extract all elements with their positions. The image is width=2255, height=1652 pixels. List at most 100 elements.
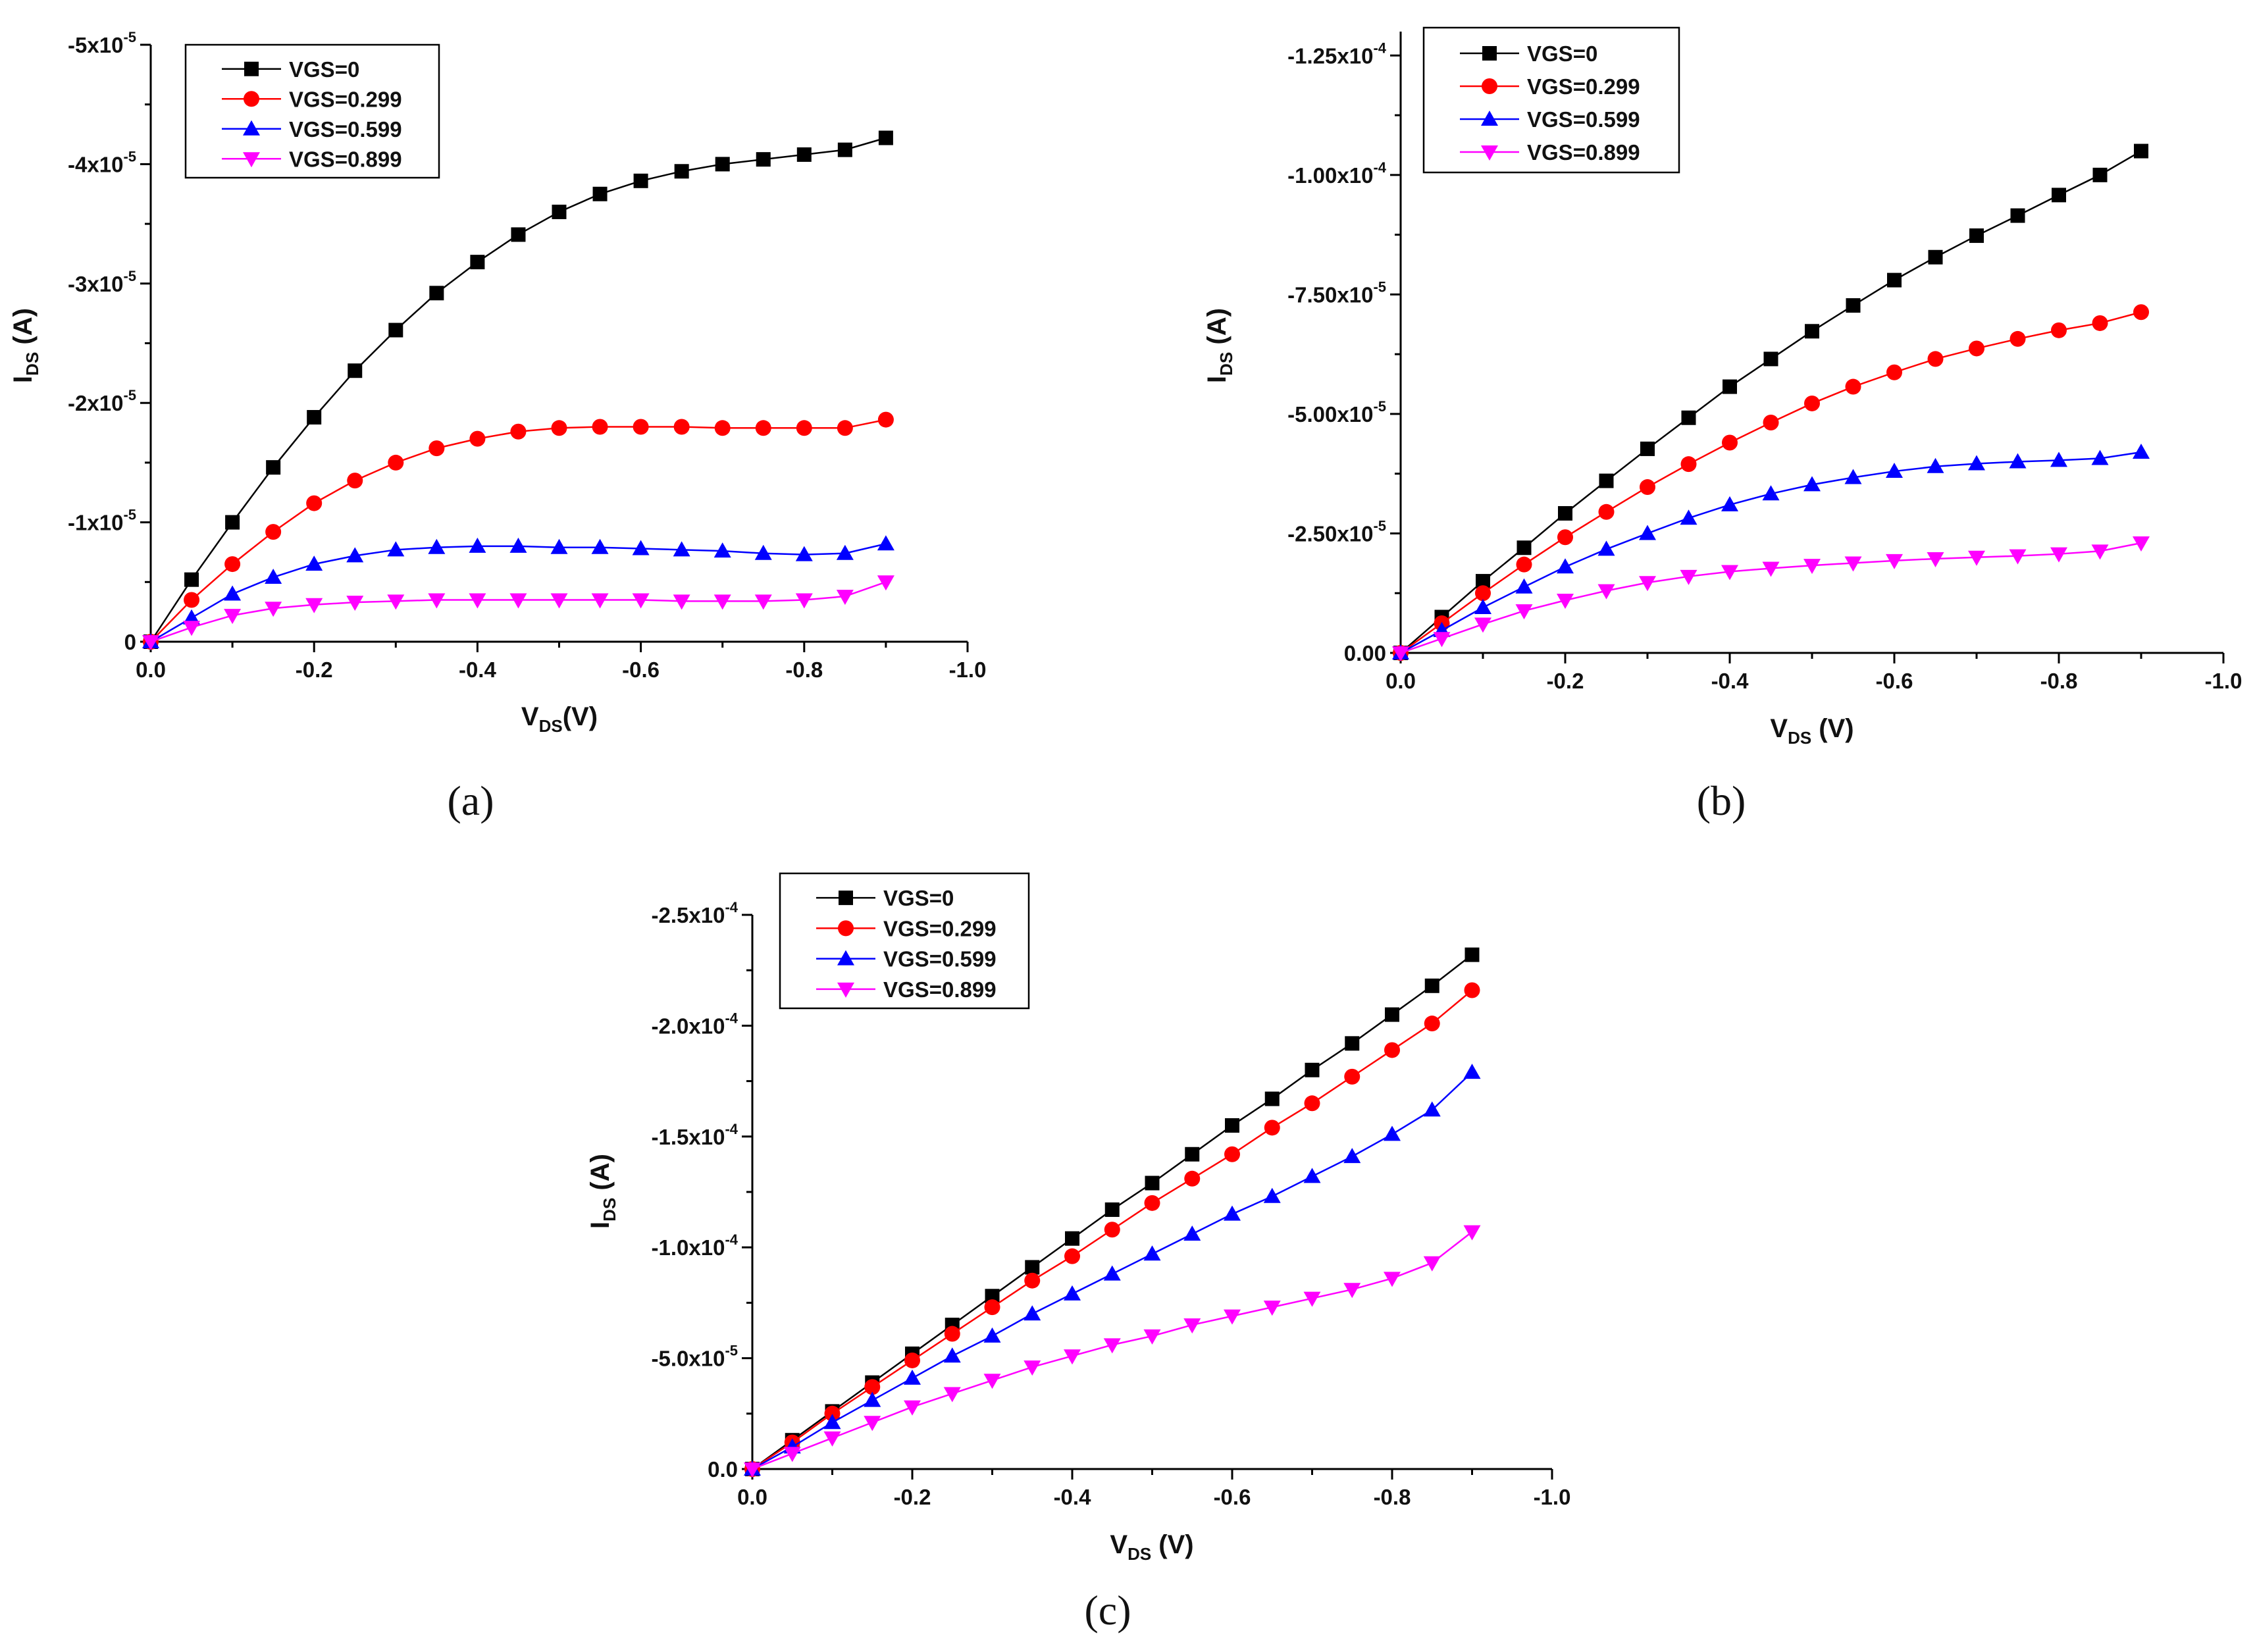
y-tick-label: -5.00x10-5 xyxy=(1287,398,1386,426)
data-point xyxy=(183,609,201,625)
data-point xyxy=(1598,503,1615,520)
data-point xyxy=(795,546,813,561)
legend-marker xyxy=(1482,78,1497,94)
data-point xyxy=(1887,272,1902,288)
data-point xyxy=(1384,1272,1401,1287)
data-point xyxy=(592,186,608,201)
data-point xyxy=(1343,1148,1361,1164)
data-point xyxy=(1681,410,1696,425)
data-point xyxy=(1065,1231,1079,1246)
data-point xyxy=(1264,1091,1280,1106)
x-tick-label: -0.2 xyxy=(894,1485,931,1509)
chart-panel-a: 0.0 -0.2 -0.4 -0.6 -0.8 -1.0 0 -1x10-5 -2x10-5 -3… xyxy=(9,29,986,824)
data-point xyxy=(469,430,486,447)
data-point xyxy=(265,524,282,540)
legend-label: VGS=0 xyxy=(1527,41,1597,66)
x-tick-label: -0.4 xyxy=(459,658,497,682)
data-point xyxy=(783,1447,801,1462)
data-point xyxy=(429,286,444,301)
data-point xyxy=(1680,509,1698,525)
legend-label: VGS=0.599 xyxy=(289,117,402,142)
data-point xyxy=(673,541,690,557)
data-point xyxy=(632,540,650,555)
legend-label: VGS=0.899 xyxy=(883,977,997,1002)
data-point xyxy=(632,593,650,609)
y-tick-label: 0.00 xyxy=(1344,641,1386,665)
data-point xyxy=(387,541,405,557)
data-point xyxy=(2091,450,2109,465)
series-0 xyxy=(1393,143,2148,660)
data-point xyxy=(1024,1360,1041,1376)
data-point xyxy=(1927,351,1944,367)
data-point xyxy=(1762,561,1780,577)
data-point xyxy=(348,363,363,378)
series-1 xyxy=(1393,304,2149,661)
y-tick-label: -2x10-5 xyxy=(68,387,136,415)
data-point xyxy=(944,1326,960,1342)
x-tick-label: -0.8 xyxy=(785,658,823,682)
data-point xyxy=(864,1391,881,1407)
data-point xyxy=(1345,1036,1360,1051)
data-point xyxy=(2010,208,2025,223)
data-point xyxy=(2009,330,2026,347)
series-2 xyxy=(1392,444,2150,659)
data-point xyxy=(904,1400,921,1416)
data-point xyxy=(713,594,731,610)
data-point xyxy=(1968,550,1985,566)
data-point xyxy=(1557,558,1574,574)
data-point xyxy=(1225,1118,1239,1133)
data-point xyxy=(592,419,608,435)
data-point xyxy=(509,537,527,553)
legend: VGS=0 VGS=0.299 VGS=0.599 VGS=0.899 xyxy=(779,872,1030,1010)
legend-label: VGS=0.299 xyxy=(883,916,997,941)
legend-marker xyxy=(243,120,260,136)
data-point xyxy=(591,593,609,609)
y-tick-label: -1.0x10-4 xyxy=(652,1231,739,1260)
legend-box xyxy=(184,43,440,179)
data-point xyxy=(1599,473,1614,488)
data-point xyxy=(1927,552,1944,567)
data-point xyxy=(633,173,648,188)
series-1 xyxy=(744,982,1480,1477)
data-point xyxy=(1183,1225,1201,1241)
x-axis-title: VDS (V) xyxy=(1110,1530,1193,1564)
data-point xyxy=(1184,1170,1201,1187)
legend-marker xyxy=(837,982,854,998)
legend-marker xyxy=(837,950,854,966)
data-point xyxy=(469,537,486,553)
panel-caption: (b) xyxy=(1697,777,1746,824)
data-point xyxy=(1064,1248,1080,1264)
panel-caption: (c) xyxy=(1084,1587,1131,1634)
data-point xyxy=(756,152,771,167)
data-point xyxy=(823,1414,841,1430)
legend-marker xyxy=(838,920,854,937)
legend-label: VGS=0.299 xyxy=(289,87,402,111)
data-point xyxy=(904,1369,921,1385)
data-point xyxy=(984,1299,1000,1316)
y-tick-label: -7.50x10-5 xyxy=(1287,278,1386,307)
y-tick-label: -1.00x10-4 xyxy=(1287,159,1387,188)
data-point xyxy=(1640,441,1655,456)
data-point xyxy=(795,593,813,609)
legend-marker xyxy=(1482,46,1497,61)
x-tick-label: -0.8 xyxy=(1374,1485,1411,1509)
data-point xyxy=(1303,1168,1321,1183)
panel-caption: (a) xyxy=(447,777,494,824)
data-point xyxy=(1886,463,1903,478)
data-point xyxy=(1640,479,1655,496)
y-tick-label: -1x10-5 xyxy=(68,507,136,535)
data-point xyxy=(1263,1187,1281,1203)
series-line xyxy=(1400,542,2142,654)
data-point xyxy=(1844,556,1862,572)
legend-marker xyxy=(243,152,260,168)
data-point xyxy=(1639,576,1656,592)
series-0 xyxy=(745,947,1480,1476)
legend-label: VGS=0 xyxy=(883,886,954,910)
legend: VGS=0 VGS=0.299 VGS=0.599 VGS=0.899 xyxy=(184,43,440,179)
data-point xyxy=(184,572,199,587)
data-point xyxy=(714,420,731,436)
data-point xyxy=(1304,1095,1320,1112)
data-point xyxy=(2091,544,2109,560)
data-point xyxy=(1886,364,1902,380)
data-point xyxy=(1384,1125,1401,1141)
